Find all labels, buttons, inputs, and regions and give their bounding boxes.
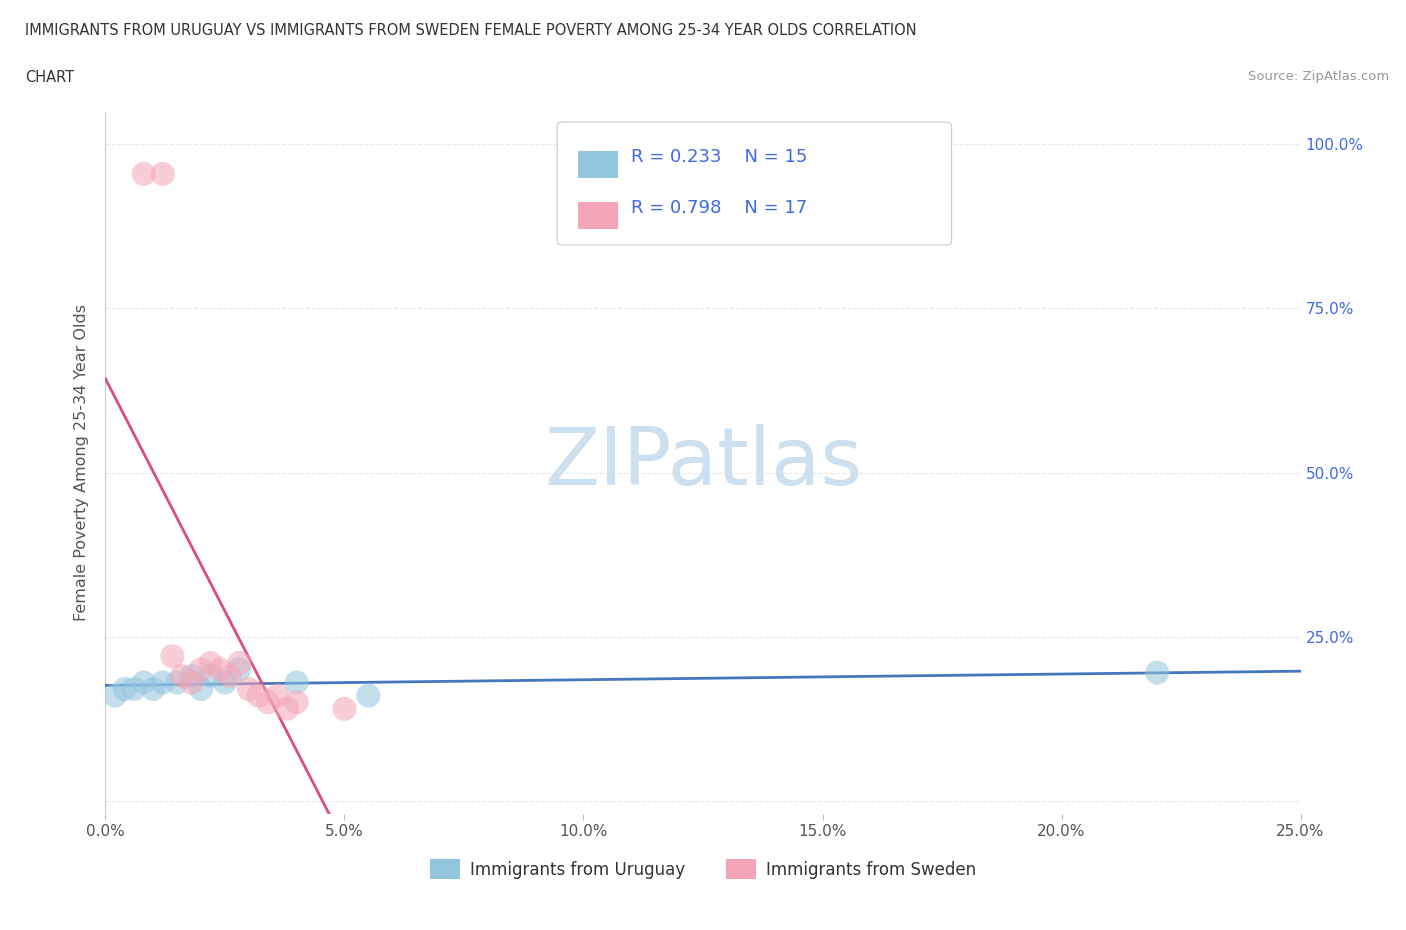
Point — [1146, 665, 1168, 680]
Point — [170, 669, 193, 684]
Point — [200, 669, 222, 684]
Point — [238, 682, 260, 697]
Point — [228, 656, 250, 671]
Point — [162, 649, 184, 664]
Point — [190, 662, 212, 677]
Y-axis label: Female Poverty Among 25-34 Year Olds: Female Poverty Among 25-34 Year Olds — [75, 304, 90, 621]
Point — [122, 682, 145, 697]
Point — [142, 682, 165, 697]
Point — [114, 682, 136, 697]
Point — [266, 688, 288, 703]
Text: CHART: CHART — [25, 70, 75, 85]
Point — [228, 662, 250, 677]
Point — [152, 166, 174, 181]
Point — [180, 669, 202, 684]
Legend: Immigrants from Uruguay, Immigrants from Sweden: Immigrants from Uruguay, Immigrants from… — [423, 853, 983, 886]
Point — [152, 675, 174, 690]
Point — [276, 701, 298, 716]
Text: IMMIGRANTS FROM URUGUAY VS IMMIGRANTS FROM SWEDEN FEMALE POVERTY AMONG 25-34 YEA: IMMIGRANTS FROM URUGUAY VS IMMIGRANTS FR… — [25, 23, 917, 38]
Point — [200, 656, 222, 671]
Point — [333, 701, 356, 716]
Point — [214, 675, 236, 690]
Point — [132, 166, 155, 181]
Text: ZIPatlas: ZIPatlas — [544, 424, 862, 501]
FancyBboxPatch shape — [578, 152, 617, 179]
Text: R = 0.233    N = 15: R = 0.233 N = 15 — [631, 148, 807, 166]
Point — [285, 695, 308, 710]
Point — [209, 662, 232, 677]
Point — [104, 688, 127, 703]
Point — [247, 688, 270, 703]
Point — [218, 669, 240, 684]
Point — [180, 675, 202, 690]
FancyBboxPatch shape — [578, 202, 617, 229]
FancyBboxPatch shape — [557, 122, 952, 245]
Point — [132, 675, 155, 690]
Point — [166, 675, 188, 690]
Point — [357, 688, 380, 703]
Text: Source: ZipAtlas.com: Source: ZipAtlas.com — [1249, 70, 1389, 83]
Point — [285, 675, 308, 690]
Point — [257, 695, 280, 710]
Text: R = 0.798    N = 17: R = 0.798 N = 17 — [631, 199, 807, 217]
Point — [190, 682, 212, 697]
